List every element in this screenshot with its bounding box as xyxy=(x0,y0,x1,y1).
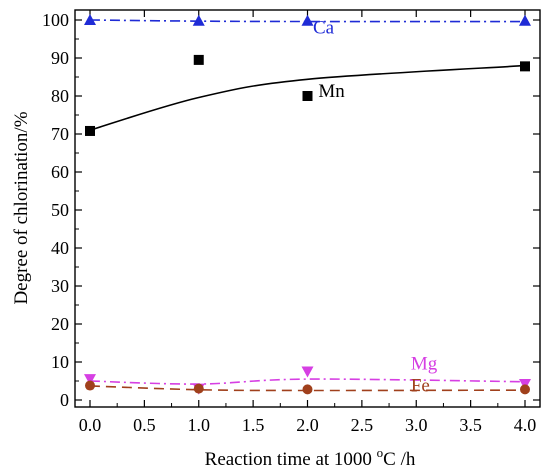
series-label-ca: Ca xyxy=(313,17,335,38)
x-axis-label: Reaction time at 1000 oC /h xyxy=(205,445,416,470)
x-axis-label-superscript: o xyxy=(377,445,384,460)
data-point-mn xyxy=(193,54,204,65)
series-label-mg: Mg xyxy=(411,354,438,375)
data-point-ca xyxy=(519,14,531,26)
data-point-mn xyxy=(302,91,313,101)
y-tick-label: 50 xyxy=(51,200,69,220)
y-tick-label: 70 xyxy=(51,124,69,144)
y-tick-label: 90 xyxy=(51,48,69,68)
data-point-fe xyxy=(302,384,313,395)
data-markers xyxy=(84,14,531,395)
y-tick-label: 0 xyxy=(60,390,69,410)
plot-area-frame xyxy=(74,9,541,408)
fit-line-mg xyxy=(89,378,526,385)
series-label-fe: Fe xyxy=(411,376,430,397)
fit-line-mn xyxy=(89,64,526,131)
data-point-ca xyxy=(84,14,96,25)
x-tick-label: 0.5 xyxy=(133,415,156,435)
data-point-ca xyxy=(301,14,314,26)
y-tick-label: 20 xyxy=(51,314,69,334)
fit-line-ca xyxy=(89,19,526,23)
y-tick-label: 30 xyxy=(51,276,69,296)
y-tick-label: 80 xyxy=(51,86,69,106)
x-tick-label: 1.5 xyxy=(242,415,265,435)
x-tick-label: 2.0 xyxy=(296,415,319,435)
data-point-fe xyxy=(85,380,95,391)
x-tick-label: 0.0 xyxy=(79,415,102,435)
fit-lines xyxy=(89,19,526,392)
data-point-mg xyxy=(301,366,314,378)
y-tick-label: 100 xyxy=(42,10,69,30)
data-point-fe xyxy=(520,384,530,395)
fit-line-fe xyxy=(89,385,526,392)
data-point-ca xyxy=(192,14,205,26)
series-label-mn: Mn xyxy=(318,81,345,102)
y-tick-label: 40 xyxy=(51,238,69,258)
x-tick-label: 4.0 xyxy=(514,415,537,435)
x-tick-label: 3.0 xyxy=(405,415,428,435)
y-tick-label: 10 xyxy=(51,352,69,372)
axis-ticks: 0.0 0.5 1.0 1.5 2.0 2.5 3.0 3.5 4.0 0 10 20 30 40 50 60… xyxy=(42,10,540,435)
data-point-mn xyxy=(85,125,95,136)
data-point-mn xyxy=(520,61,530,72)
y-tick-label: 60 xyxy=(51,162,69,182)
x-tick-label: 3.5 xyxy=(459,415,482,435)
data-point-mg xyxy=(84,374,96,386)
x-tick-label: 2.5 xyxy=(351,415,374,435)
data-point-fe xyxy=(193,383,204,394)
y-axis-label: Degree of chlorination/% xyxy=(11,111,32,304)
x-tick-label: 1.0 xyxy=(188,415,211,435)
